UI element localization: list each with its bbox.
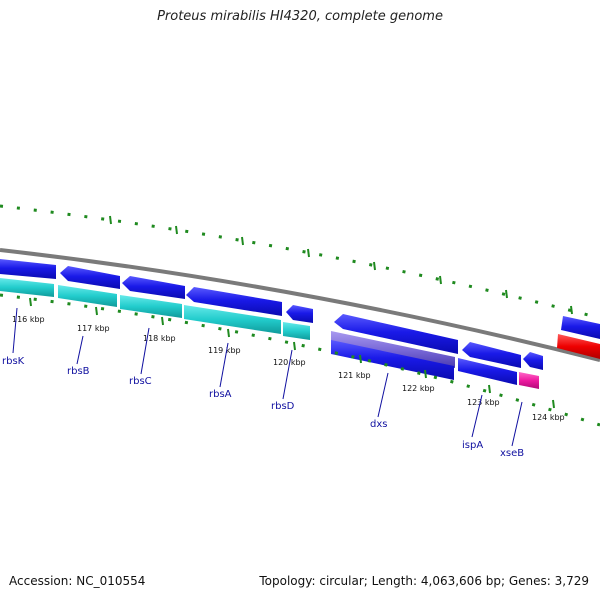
- gene-label-rbsA[interactable]: rbsA: [209, 389, 232, 400]
- gene-label-rbsB[interactable]: rbsB: [67, 366, 90, 377]
- genome-backbone: [0, 248, 600, 362]
- rna-feature-xseB[interactable]: [519, 372, 539, 389]
- gene-label-dxs[interactable]: dxs: [370, 419, 387, 430]
- accession-text: Accession: NC_010554: [9, 574, 146, 588]
- inner-tick-ring: [0, 293, 600, 427]
- gene-feature-dxs[interactable]: [334, 314, 458, 354]
- gene-feature-rbsC[interactable]: [122, 276, 185, 299]
- gene-feature-xseB[interactable]: [523, 352, 543, 370]
- tick-label-116: 116 kbp: [12, 315, 45, 324]
- tick-label-124: 124 kbp: [532, 413, 565, 422]
- gene-label-rbsC[interactable]: rbsC: [129, 376, 152, 387]
- tick-label-122: 122 kbp: [402, 384, 435, 393]
- gene-label-ispA[interactable]: ispA: [462, 440, 483, 451]
- rna-feature-rbsC[interactable]: [120, 295, 182, 318]
- tick-label-123: 123 kbp: [467, 398, 500, 407]
- map-title: Proteus mirabilis HI4320, complete genom…: [157, 9, 443, 24]
- tick-label-118: 118 kbp: [143, 334, 176, 343]
- red-feature-right[interactable]: [557, 334, 600, 359]
- tick-label-117: 117 kbp: [77, 324, 110, 333]
- gene-label-rbsK[interactable]: rbsK: [2, 356, 25, 367]
- gene-label-lines: [12, 307, 523, 447]
- rna-feature-rbsB[interactable]: [58, 285, 117, 307]
- tick-label-121: 121 kbp: [338, 371, 371, 380]
- gene-label-xseB[interactable]: xseB: [500, 448, 524, 459]
- feature-track: [0, 259, 600, 389]
- purple-feature-dxs[interactable]: [331, 331, 455, 368]
- rna-feature-ispA[interactable]: [458, 358, 517, 385]
- gene-feature-rbsA[interactable]: [186, 287, 282, 316]
- rna-feature-rbsD[interactable]: [283, 322, 310, 340]
- rna-feature-dxs[interactable]: [331, 340, 454, 380]
- gene-feature-rbsK[interactable]: [0, 259, 56, 279]
- gene-feature-rbsB[interactable]: [60, 266, 120, 289]
- gene-label-rbsD[interactable]: rbsD: [271, 401, 295, 412]
- genome-summary-text: Topology: circular; Length: 4,063,606 bp…: [259, 574, 589, 588]
- gene-feature-right[interactable]: [561, 316, 600, 339]
- outer-tick-ring: [0, 204, 600, 320]
- rna-feature-rbsA[interactable]: [184, 305, 281, 334]
- gene-feature-rbsD[interactable]: [286, 305, 313, 323]
- gene-labels: rbsK rbsB rbsC rbsA rbsD dxs ispA xseB: [2, 356, 524, 459]
- rna-feature-rbsK[interactable]: [0, 278, 54, 297]
- gene-feature-ispA[interactable]: [462, 342, 521, 368]
- tick-label-119: 119 kbp: [208, 346, 241, 355]
